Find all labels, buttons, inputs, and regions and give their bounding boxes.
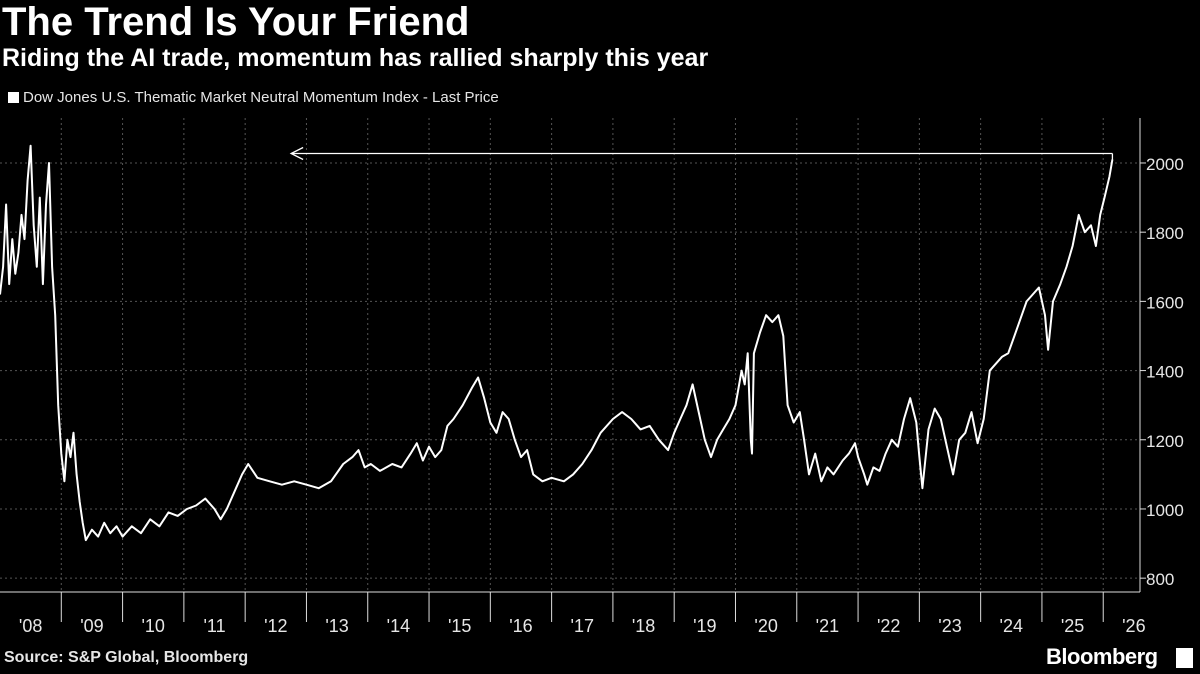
y-tick-label: 800	[1146, 570, 1174, 589]
x-tick-label: '17	[571, 616, 594, 636]
y-tick-label: 1800	[1146, 224, 1184, 243]
x-tick-label: '16	[509, 616, 532, 636]
bloomberg-logo: Bloomberg	[1046, 644, 1158, 669]
y-tick-label: 1600	[1146, 293, 1184, 312]
y-tick-label: 1400	[1146, 363, 1184, 382]
source-note: Source: S&P Global, Bloomberg	[4, 649, 249, 666]
x-tick-label: '13	[325, 616, 348, 636]
x-tick-label: '26	[1122, 616, 1145, 636]
y-tick-label: 2000	[1146, 155, 1184, 174]
annotation-arrow-head	[289, 146, 304, 161]
legend-swatch	[8, 92, 19, 103]
x-tick-label: '25	[1061, 616, 1084, 636]
legend-label: Dow Jones U.S. Thematic Market Neutral M…	[23, 89, 499, 106]
series-line	[0, 144, 1114, 542]
x-tick-label: '22	[877, 616, 900, 636]
x-tick-label: '21	[816, 616, 839, 636]
x-tick-label: '20	[754, 616, 777, 636]
x-tick-label: '18	[632, 616, 655, 636]
y-tick-label: 1200	[1146, 432, 1184, 451]
bloomberg-mark-icon	[1176, 648, 1193, 668]
x-tick-label: '15	[448, 616, 471, 636]
x-tick-label: '24	[1000, 616, 1023, 636]
legend: Dow Jones U.S. Thematic Market Neutral M…	[8, 89, 499, 106]
chart-title: The Trend Is Your Friend	[2, 0, 470, 44]
x-tick-label: '19	[693, 616, 716, 636]
x-tick-label: '23	[938, 616, 961, 636]
chart-subtitle: Riding the AI trade, momentum has rallie…	[2, 44, 709, 72]
x-tick-label: '12	[264, 616, 287, 636]
x-tick-label: '08	[19, 616, 42, 636]
x-tick-label: '14	[387, 616, 410, 636]
x-tick-label: '11	[203, 616, 225, 636]
y-tick-label: 1000	[1146, 501, 1184, 520]
x-tick-label: '09	[80, 616, 103, 636]
x-tick-label: '10	[141, 616, 164, 636]
